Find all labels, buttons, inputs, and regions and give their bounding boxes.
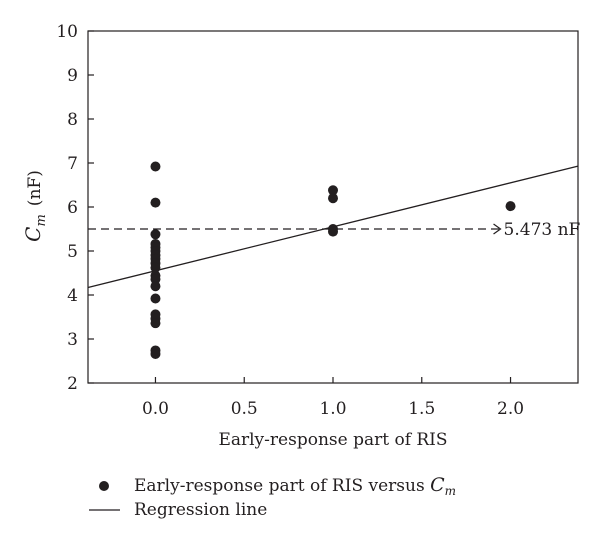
- x-tick-label: 0.5: [231, 399, 258, 419]
- legend-points-text: Early-response part of RIS versus: [134, 476, 430, 496]
- data-point: [505, 201, 516, 212]
- y-tick-label: 3: [67, 330, 78, 350]
- x-tick-label: 2.0: [497, 399, 524, 419]
- data-point: [328, 226, 338, 237]
- plot-frame: [87, 30, 579, 384]
- y-axis-title-unit: (nF): [25, 170, 45, 206]
- y-axis-ticks: 2 3 4 5 6 7 8 9 10: [56, 22, 94, 394]
- legend-points-cm-sub: m: [445, 484, 456, 498]
- y-tick-label: 5: [67, 242, 78, 262]
- data-point: [150, 293, 161, 304]
- legend: Early-response part of RIS versus Cm Reg…: [89, 474, 456, 520]
- y-tick-label: 8: [67, 110, 78, 130]
- data-point: [150, 274, 161, 285]
- data-point: [150, 161, 161, 172]
- x-tick-label: 1.0: [319, 399, 346, 419]
- data-point: [150, 318, 161, 329]
- data-point: [150, 262, 161, 273]
- data-point: [150, 348, 161, 359]
- data-point: [150, 229, 161, 240]
- legend-line-label: Regression line: [134, 500, 267, 520]
- y-tick-label: 4: [67, 286, 78, 306]
- legend-points-label: Early-response part of RIS versus Cm: [134, 474, 456, 498]
- y-tick-label: 7: [67, 154, 78, 174]
- data-point: [328, 193, 338, 204]
- x-axis-ticks: 0.0 0.5 1.0 1.5 2.0: [142, 377, 524, 419]
- data-point: [328, 185, 338, 196]
- legend-points-cm: C: [430, 474, 445, 496]
- plot-border: [87, 30, 579, 384]
- x-tick-label: 1.5: [408, 399, 435, 419]
- data-point: [150, 197, 161, 208]
- y-tick-label: 6: [67, 198, 78, 218]
- data-points: [150, 161, 516, 359]
- y-axis-title: Cm (nF): [21, 170, 49, 242]
- x-axis-title: Early-response part of RIS: [218, 430, 447, 450]
- reference-label: 5.473 nF: [504, 220, 581, 240]
- x-tick-label: 0.0: [142, 399, 169, 419]
- y-tick-label: 9: [67, 66, 78, 86]
- reference-arrowhead: [493, 223, 502, 235]
- reference-line: 5.473 nF: [88, 220, 581, 240]
- legend-point-marker: [99, 481, 109, 491]
- data-point: [150, 281, 161, 292]
- y-tick-label: 2: [67, 374, 78, 394]
- y-axis-title-sub: m: [34, 214, 49, 226]
- y-tick-label: 10: [56, 22, 78, 42]
- y-axis-title-main: C: [21, 227, 45, 242]
